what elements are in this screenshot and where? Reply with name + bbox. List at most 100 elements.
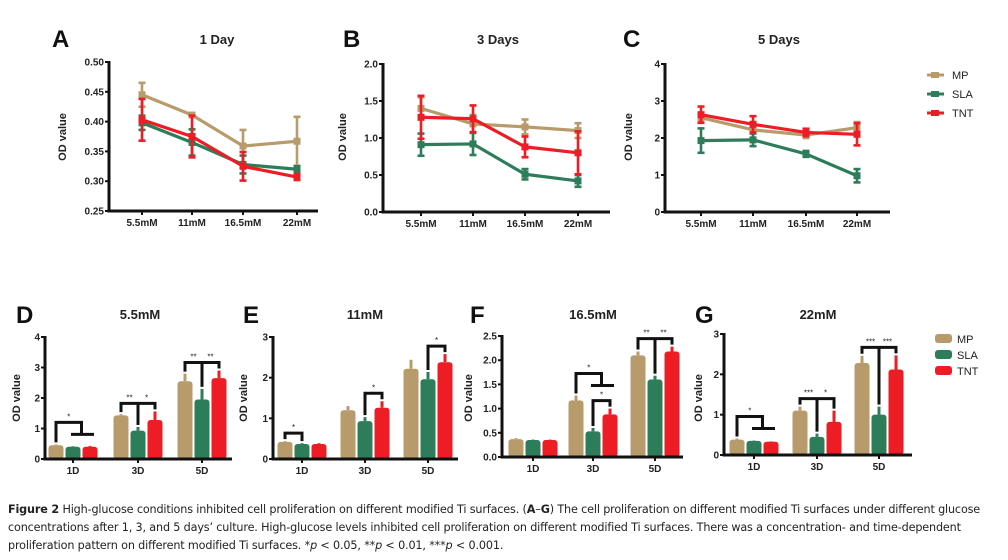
bar-legend-label-tnt: TNT — [957, 366, 979, 378]
chart-g-sig-label: *** — [804, 389, 813, 398]
chart-a-ytick-label: 0.40 — [85, 117, 105, 128]
chart-d-sig-label: ** — [207, 353, 213, 362]
legend-label-sla: SLA — [952, 89, 973, 101]
chart-f-ytick-label: 0.5 — [483, 428, 497, 439]
chart-a-xtick-label: 16.5mM — [225, 218, 262, 229]
chart-a-ylabel: OD value — [57, 113, 69, 161]
chart-c-series-line-tnt — [700, 113, 858, 136]
chart-e-ytick-label: 1 — [262, 414, 268, 425]
legend-marker-mp — [931, 72, 939, 78]
bar-legend-swatch-sla — [935, 350, 952, 359]
chart-b-ytick-label: 1.5 — [364, 97, 378, 108]
chart-c-ytick-label: 3 — [654, 97, 660, 108]
chart-d-bar-mp-3d — [113, 415, 129, 459]
caption-text-2: ) The cell proliferation on different mo… — [8, 503, 981, 552]
chart-b-xtick-label: 11mM — [459, 219, 487, 230]
panel-letter-b: B — [343, 26, 360, 53]
caption-label: Figure 2 — [8, 503, 60, 516]
chart-e-xtick-label: 1D — [296, 466, 309, 477]
chart-e-bar-sla-3d — [357, 421, 373, 459]
chart-d-bar-sla-3d — [130, 430, 146, 459]
chart-a-point-mp — [239, 142, 247, 150]
caption-p2-symbol: p — [375, 539, 383, 552]
chart-e-sig-label: * — [435, 336, 438, 345]
chart-g-ytick-label: 0 — [713, 451, 719, 462]
panel-letter-f: F — [470, 302, 485, 329]
chart-e-bar-sla-5d — [420, 379, 436, 459]
chart-f-bar-mp-5d — [630, 355, 646, 457]
chart-c-ylabel: OD value — [623, 113, 635, 161]
chart-c-5-days: 0 1 2 3 4 5.5mM 11mM 16.5mM 22mM — [654, 60, 890, 230]
chart-e-sig-bracket — [283, 431, 304, 442]
panel-letter-d: D — [16, 302, 33, 329]
bar-legend-item-tnt: TNT — [935, 366, 979, 378]
chart-f-bar-mp-1d — [508, 439, 524, 457]
chart-g-bar-tnt-5d — [888, 369, 904, 455]
caption-p1-rest: < 0.05, — [317, 539, 365, 552]
chart-g-bar-tnt-3d — [826, 421, 842, 455]
chart-g-sig-label: * — [824, 389, 827, 398]
chart-c-xtick-label: 22mM — [843, 219, 871, 230]
chart-b-point-tnt — [469, 115, 477, 123]
chart-a-ytick-label: 0.50 — [85, 58, 105, 69]
chart-d-bar-mp-5d — [177, 381, 193, 459]
chart-b-point-sla — [469, 140, 477, 148]
bar-legend-label-sla: SLA — [957, 350, 978, 362]
chart-c-xtick-label: 11mM — [739, 219, 767, 230]
chart-g-title: 22mM — [800, 307, 837, 322]
legend-item-mp: MP — [927, 70, 969, 82]
chart-c-point-sla — [853, 172, 861, 180]
chart-e-ytick-label: 3 — [262, 333, 268, 344]
chart-a-point-tnt — [188, 133, 196, 140]
chart-f-sig-label: ** — [643, 329, 649, 338]
chart-f-xtick-label: 1D — [527, 464, 540, 475]
chart-b-point-mp — [521, 123, 529, 131]
chart-d-ytick-label: 0 — [34, 455, 40, 466]
legend-marker-tnt — [931, 110, 939, 116]
chart-d-xtick-label: 1D — [67, 466, 80, 477]
panel-letter-c: C — [623, 26, 640, 53]
chart-b-ytick-label: 0.0 — [364, 208, 378, 219]
chart-b-3-days: 0.0 0.5 1.0 1.5 2.0 5.5mM 11mM 16.5mM 22mM — [364, 60, 610, 230]
bar-legend-item-sla: SLA — [935, 350, 978, 362]
chart-a-ytick-label: 0.35 — [85, 147, 105, 158]
chart-e-bar-sla-1d — [294, 443, 310, 459]
chart-a-ytick-label: 0.30 — [85, 177, 105, 188]
chart-c-xtick-label: 16.5mM — [788, 219, 825, 230]
chart-b-ytick-label: 1.0 — [364, 134, 378, 145]
chart-d-sig-label: * — [145, 393, 148, 402]
chart-a-series-line-sla — [141, 121, 298, 171]
bar-legend-swatch-tnt — [935, 366, 952, 375]
chart-e-ylabel: OD value — [238, 374, 250, 422]
chart-c-point-sla — [749, 136, 757, 144]
chart-a-point-tnt — [138, 116, 146, 124]
chart-d-ytick-label: 2 — [34, 394, 40, 405]
panel-letter-a: A — [52, 26, 69, 53]
caption-p1-stars: * — [304, 539, 311, 552]
chart-a-point-sla — [293, 165, 301, 173]
caption-range-g: G — [540, 503, 550, 516]
chart-b-point-sla — [417, 141, 425, 149]
chart-d-bar-sla-5d — [194, 399, 210, 459]
chart-a-xtick-label: 22mM — [283, 218, 311, 229]
chart-g-sig-label: * — [748, 406, 751, 415]
chart-d-sig-bracket — [54, 420, 83, 443]
chart-f-bar-tnt-1d — [542, 440, 558, 457]
caption-p3-rest: < 0.001. — [452, 539, 504, 552]
chart-b-point-tnt — [521, 143, 529, 151]
chart-b-ylabel: OD value — [337, 113, 349, 161]
chart-d-xtick-label: 3D — [132, 466, 145, 477]
chart-e-bar-tnt-3d — [374, 407, 390, 459]
chart-c-series-line-sla — [700, 138, 858, 178]
legend-label-mp: MP — [952, 70, 969, 82]
chart-a-series-line-tnt — [141, 118, 298, 179]
chart-g-bar-sla-3d — [809, 436, 825, 455]
chart-c-point-tnt — [749, 120, 757, 128]
chart-e-bar-tnt-1d — [311, 443, 327, 459]
chart-f-16-5mm: 0.00.51.01.52.02.51D 3D 5D**** ** — [483, 329, 683, 475]
bar-legend: MP SLA TNT — [935, 334, 979, 378]
chart-g-ytick-label: 2 — [713, 370, 719, 381]
chart-d-bar-tnt-5d — [211, 378, 227, 459]
